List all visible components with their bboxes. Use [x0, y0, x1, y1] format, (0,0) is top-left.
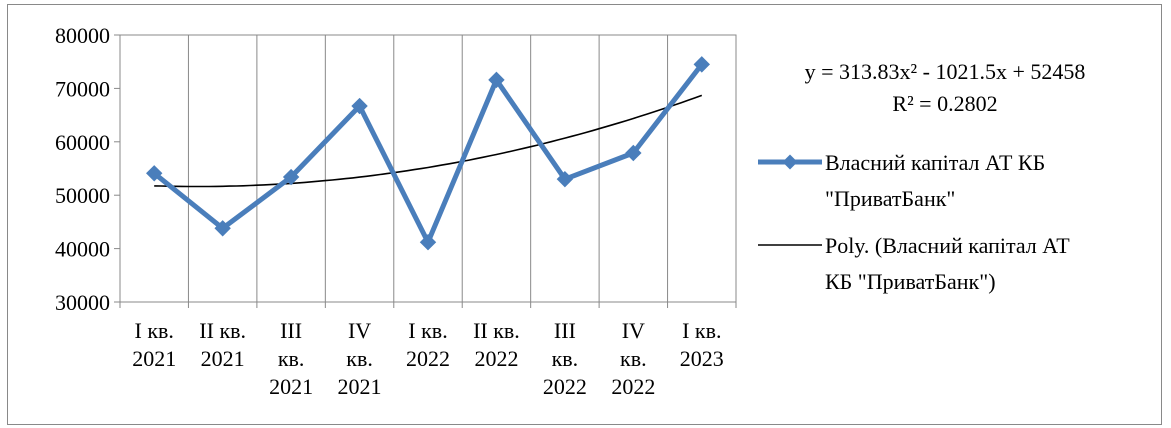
- x-tick-label-line: II кв.: [199, 318, 246, 343]
- x-tick-label-line: 2021: [201, 346, 245, 371]
- x-tick-label-line: II кв.: [473, 318, 520, 343]
- legend-trend-label: Poly. (Власний капітал АТ: [825, 233, 1070, 258]
- x-tick-label-line: I кв.: [682, 318, 721, 343]
- x-tick-label: II кв. 2021: [199, 318, 246, 371]
- legend-series-label: Власний капітал АТ КБ: [825, 150, 1045, 175]
- plot-area-border: [119, 34, 737, 303]
- series-group: [146, 56, 710, 251]
- x-tick-label-line: 2022: [474, 346, 518, 371]
- y-tick-label: 70000: [55, 76, 110, 101]
- x-tick-label: III кв. 2022: [543, 318, 587, 399]
- x-tick-label: I кв. 2023: [680, 318, 724, 371]
- x-tick-label-line: IV: [622, 318, 645, 343]
- x-tick-label: I кв. 2022: [406, 318, 450, 371]
- x-tick-label-line: IV: [348, 318, 371, 343]
- legend-series-marker: [782, 154, 798, 170]
- y-tick-label: 30000: [55, 290, 110, 315]
- legend: Власний капітал АТ КБ "ПриватБанк" Poly. (…: [758, 150, 1070, 294]
- data-point-marker: [556, 170, 574, 188]
- x-tick-label-line: 2023: [680, 346, 724, 371]
- data-point-marker: [214, 220, 231, 237]
- gridlines: [187, 35, 669, 302]
- x-tick-label-line: 2021: [269, 374, 313, 399]
- x-tick-label-line: кв.: [278, 346, 305, 371]
- y-tick-label: 40000: [55, 237, 110, 262]
- data-point-marker: [625, 144, 642, 162]
- data-point-marker: [693, 56, 710, 73]
- y-tick-label: 80000: [55, 23, 110, 48]
- legend-trend-label: КБ "ПриватБанк"): [825, 269, 996, 294]
- y-axis-tick-labels: 30000 40000 50000 60000 70000 80000: [55, 23, 110, 315]
- plot-area: [119, 34, 737, 303]
- x-tick-label: II кв. 2022: [473, 318, 520, 371]
- data-point-marker: [488, 71, 505, 89]
- x-tick-label-line: III: [554, 318, 576, 343]
- x-tick-label-line: кв.: [620, 346, 647, 371]
- x-tick-label: IV кв. 2022: [611, 318, 655, 399]
- x-tick-label-line: кв.: [552, 346, 579, 371]
- y-tick-label: 60000: [55, 130, 110, 155]
- trendline-equation-text: y = 313.83x² - 1021.5x + 52458: [805, 59, 1086, 84]
- x-tick-label-line: 2021: [132, 346, 176, 371]
- x-tick-label-line: I кв.: [135, 318, 174, 343]
- data-point-marker: [146, 165, 163, 182]
- x-tick-label-line: I кв.: [408, 318, 447, 343]
- legend-series-label: "ПриватБанк": [825, 186, 955, 211]
- x-tick-label-line: 2022: [543, 374, 587, 399]
- x-tick-label-line: 2022: [611, 374, 655, 399]
- data-point-marker: [351, 97, 368, 115]
- x-tick-label: III кв. 2021: [269, 318, 313, 399]
- trendline-group: [154, 94, 703, 188]
- axes: [114, 34, 737, 308]
- x-tick-label-line: III: [280, 318, 302, 343]
- trendline-r-squared-text: R² = 0.2802: [892, 91, 997, 116]
- x-tick-label-line: 2021: [338, 374, 382, 399]
- trendline: [154, 94, 703, 188]
- x-tick-label-line: 2022: [406, 346, 450, 371]
- x-tick-label: IV кв. 2021: [338, 318, 382, 399]
- x-tick-label: I кв. 2021: [132, 318, 176, 371]
- x-tick-label-line: кв.: [346, 346, 373, 371]
- y-tick-label: 50000: [55, 183, 110, 208]
- data-point-marker: [419, 233, 437, 251]
- trendline-equation: y = 313.83x² - 1021.5x + 52458 R² = 0.280…: [805, 59, 1086, 116]
- data-point-marker: [282, 168, 300, 186]
